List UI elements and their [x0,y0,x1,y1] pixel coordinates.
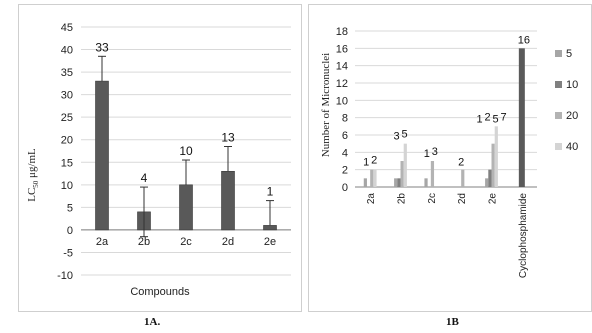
y-tick-label: 40 [61,45,73,57]
x-tick-label: 2b [138,236,150,248]
bar-series-40 [494,126,498,187]
y-tick-label: 2 [342,165,348,177]
data-label: 13 [221,130,235,144]
legend-label: 5 [566,48,572,60]
data-label: 2 [458,157,464,169]
y-tick-label: 20 [61,135,73,147]
y-tick-label: 15 [61,157,73,169]
y-tick-label: 16 [336,43,348,55]
caption-1a: 1A. [144,316,161,328]
y-tick-label: 10 [336,95,348,107]
bar-series-5 [424,178,428,187]
x-tick-label: 2e [264,236,276,248]
chart-1b-ylabel: Number of Micronuclei [320,53,332,157]
bar [221,170,235,231]
y-tick-label: 35 [61,67,73,79]
data-label: 1 [267,185,274,199]
ylabel-main: LC [26,188,38,202]
bar-series-40 [403,143,407,187]
legend-label: 20 [566,110,578,122]
legend-swatch-20 [555,112,562,119]
legend-swatch-5 [555,50,562,57]
x-tick-label: 2d [457,193,468,204]
data-label: 2 [484,111,490,123]
y-tick-label: 0 [342,182,348,194]
bar [179,184,193,231]
data-label: 2 [371,155,377,167]
data-label: 7 [500,111,506,123]
x-tick-label: 2b [397,193,408,205]
bar-series-20 [430,161,435,187]
y-tick-label: 4 [342,147,348,159]
chart-1a-ylabel: LC50 μg/mL [26,148,40,202]
data-label: 1 [476,113,482,125]
legend-label: 40 [566,141,578,153]
chart-1a-xlabel: Compounds [130,286,190,298]
bar-control [518,48,525,188]
y-tick-label: -5 [63,247,73,259]
legend-swatch-10 [555,81,562,88]
bar [95,80,109,231]
x-tick-label: Cyclophosphamide [518,193,529,278]
bar-series-20 [400,161,404,187]
bar-series-10 [488,169,492,187]
chart-1b-panel: Number of Micronuclei 0 2 4 6 8 10 12 14 16 18 2a 2… [308,4,592,312]
x-tick-label: 2e [488,193,499,205]
y-tick-label: 45 [61,22,73,34]
bar-series-5 [363,178,367,187]
data-label: 1 [363,157,369,169]
x-tick-label: 2d [222,236,234,248]
y-tick-label: 5 [67,202,73,214]
y-tick-label: 18 [336,26,348,38]
ylabel-sub: 50 [32,180,40,188]
y-tick-label: 8 [342,113,348,125]
bar-series-10 [397,178,401,187]
data-label: 3 [393,131,399,143]
bar-series-20 [491,143,495,187]
bar-series-20 [370,169,374,187]
y-tick-label: 25 [61,112,73,124]
x-tick-label: 2c [427,193,438,204]
y-tick-label: -10 [57,270,73,282]
data-label: 10 [179,144,193,158]
y-tick-label: 0 [67,225,73,237]
y-tick-label: 6 [342,130,348,142]
chart-1a-panel: LC50 μg/mL Compounds -10 -5 0 5 10 15 20 25 30 35… [18,4,302,312]
data-label: 3 [432,146,438,158]
data-label: 4 [141,171,148,185]
y-tick-label: 10 [61,180,73,192]
x-tick-label: 2a [96,236,109,248]
data-label: 33 [95,40,109,54]
bar-series-5 [394,178,398,187]
ylabel-unit: μg/mL [26,148,38,181]
bar [263,225,277,231]
bar-series-40 [373,169,377,187]
data-label: 5 [492,113,498,125]
data-label: 16 [518,34,530,46]
legend-swatch-40 [555,143,562,150]
x-tick-label: 2c [180,236,192,248]
legend-label: 10 [566,79,578,91]
y-tick-label: 14 [336,61,348,73]
data-label: 1 [424,148,430,160]
caption-1b: 1B [446,316,459,328]
chart-1a: LC50 μg/mL Compounds -10 -5 0 5 10 15 20 25 30 35… [26,22,291,298]
x-tick-label: 2a [366,193,377,205]
bar-series-5 [485,178,489,187]
y-tick-label: 12 [336,78,348,90]
data-label: 5 [401,129,407,141]
bar-series-20 [461,169,465,187]
y-tick-label: 30 [61,90,73,102]
